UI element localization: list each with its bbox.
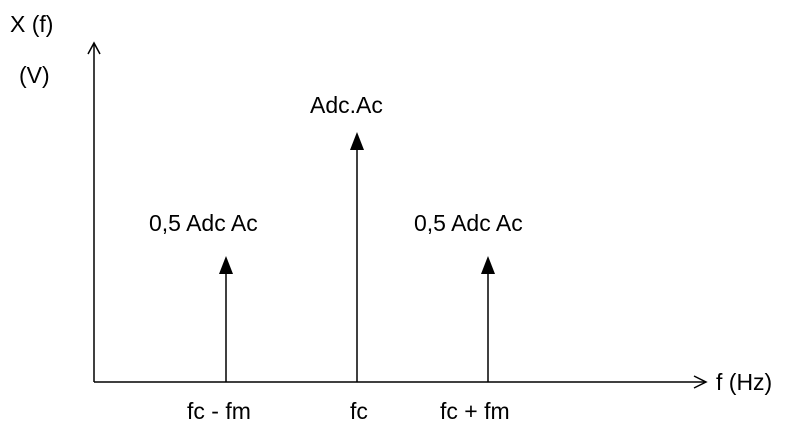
spectral-line-upper-sideband — [481, 256, 495, 382]
lower-sideband-frequency-label: fc - fm — [187, 398, 251, 424]
carrier-amplitude-label: Adc.Ac — [310, 92, 383, 118]
upper-sideband-frequency-label: fc + fm — [440, 398, 510, 424]
x-axis-label: f (Hz) — [716, 369, 772, 395]
spectral-line-carrier — [350, 132, 364, 382]
carrier-frequency-label: fc — [350, 398, 368, 424]
upper-sideband-amplitude-label: 0,5 Adc Ac — [414, 210, 523, 236]
x-axis-arrowhead — [693, 375, 708, 389]
y-axis — [87, 41, 101, 382]
y-axis-arrowhead — [87, 41, 101, 55]
y-axis-label: X (f) — [10, 11, 53, 37]
carrier-arrowhead — [350, 132, 364, 150]
spectral-line-lower-sideband — [219, 256, 233, 382]
upper-sideband-arrowhead — [481, 256, 495, 274]
x-axis — [94, 375, 708, 389]
lower-sideband-arrowhead — [219, 256, 233, 274]
y-axis-unit: (V) — [19, 62, 50, 88]
lower-sideband-amplitude-label: 0,5 Adc Ac — [149, 210, 258, 236]
